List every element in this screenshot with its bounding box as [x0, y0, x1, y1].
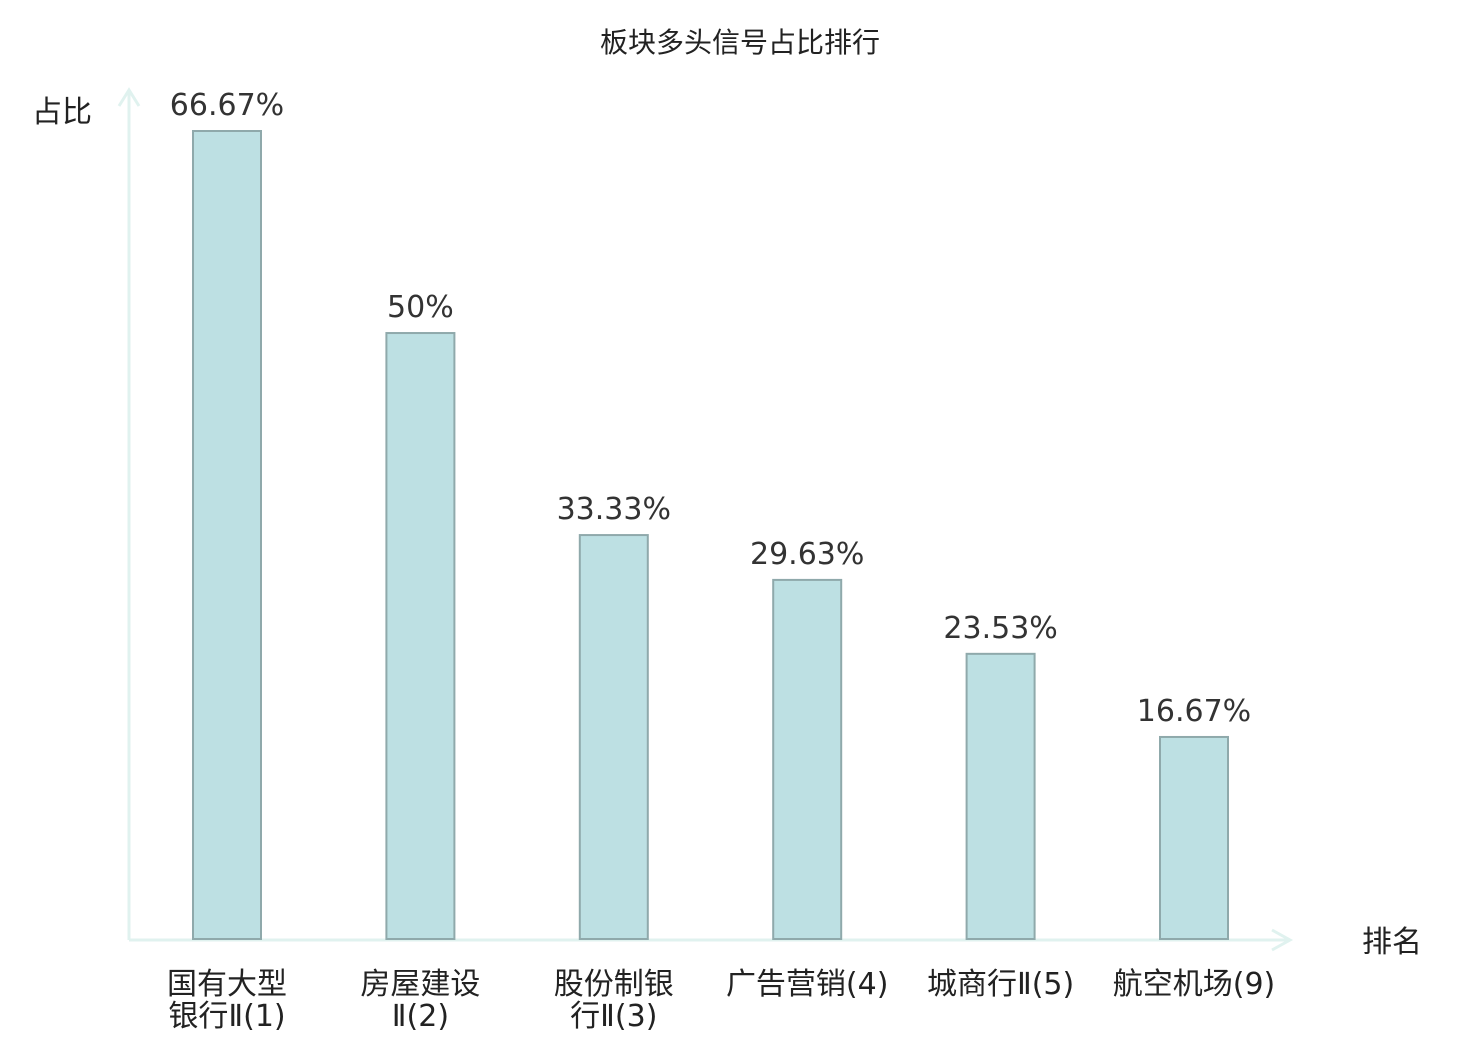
- bar-2: [385, 332, 456, 941]
- tick-label-4: 广告营销(4): [726, 967, 889, 1002]
- y-axis-arrow-icon: [117, 87, 141, 107]
- value-label-5: 23.53%: [943, 611, 1057, 646]
- value-label-6: 16.67%: [1137, 694, 1251, 729]
- bar-5: [965, 652, 1036, 941]
- tick-label-2-line-2: Ⅱ(2): [392, 999, 449, 1034]
- bar-3: [578, 534, 649, 940]
- tick-labels-group: 国有大型银行Ⅱ(1) 房屋建设 Ⅱ(2) 股份制银行Ⅱ(3) 广告营销(4) 城商行Ⅱ(5…: [167, 967, 1275, 1034]
- axes: [117, 87, 1294, 952]
- tick-label-1-line-1: 国有大型: [167, 967, 287, 1002]
- value-label-4: 29.63%: [750, 537, 864, 572]
- bar-1: [192, 130, 262, 940]
- x-axis-label: 排名: [1362, 925, 1422, 960]
- bars-group: [192, 130, 1229, 941]
- value-label-1: 66.67%: [170, 88, 284, 123]
- chart-title: 板块多头信号占比排行: [600, 26, 880, 59]
- tick-label-3-line-1: 股份制银: [554, 967, 674, 1002]
- tick-label-2: 房屋建设 Ⅱ(2): [360, 967, 480, 1034]
- tick-label-2-line-1: 房屋建设: [360, 967, 480, 1002]
- tick-label-3: 股份制银行Ⅱ(3): [554, 967, 674, 1034]
- value-labels-group: 66.67% 50% 33.33% 29.63% 23.53% 16.67%: [170, 88, 1251, 729]
- value-label-3: 33.33%: [557, 492, 671, 527]
- tick-label-5-line-1: 城商行Ⅱ(5): [927, 967, 1074, 1002]
- tick-label-1: 国有大型银行Ⅱ(1): [167, 967, 287, 1034]
- value-label-2: 50%: [387, 290, 454, 325]
- bar-6: [1159, 735, 1229, 941]
- tick-label-3-line-2: 行Ⅱ(3): [570, 999, 657, 1034]
- tick-label-5: 城商行Ⅱ(5): [927, 967, 1074, 1002]
- tick-label-6: 航空机场(9): [1113, 967, 1276, 1002]
- bar-4: [772, 578, 843, 940]
- tick-label-1-line-2: 银行Ⅱ(1): [168, 999, 285, 1034]
- tick-label-6-line-1: 航空机场(9): [1113, 967, 1276, 1002]
- tick-label-4-line-1: 广告营销(4): [726, 967, 889, 1002]
- x-axis-arrow-icon: [1271, 928, 1294, 952]
- y-axis-label: 占比: [32, 95, 92, 130]
